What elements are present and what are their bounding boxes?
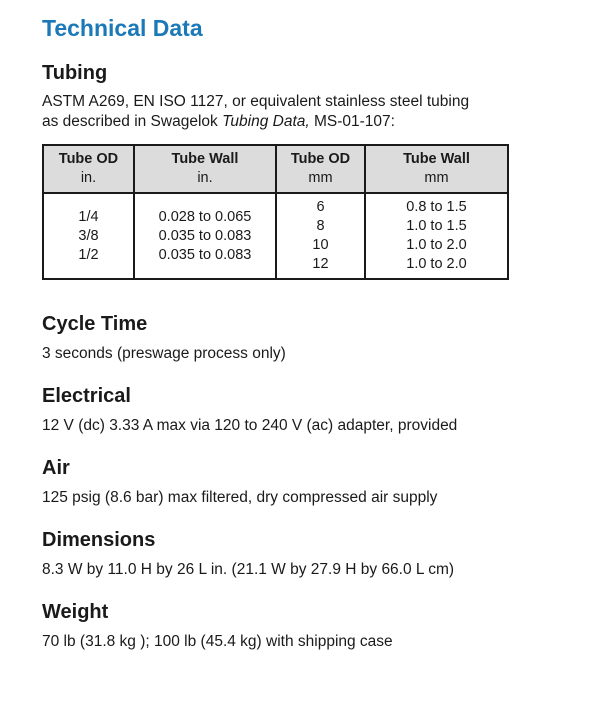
table-cell-value: 0.035 to 0.083 bbox=[158, 227, 252, 244]
page-title: Technical Data bbox=[42, 15, 203, 41]
table-cell-value: 1/2 bbox=[78, 246, 99, 263]
header-tube-wall-mm: Tube Wall mm bbox=[363, 145, 510, 194]
header-label: Tube Wall bbox=[403, 151, 470, 167]
electrical-heading: Electrical bbox=[42, 385, 131, 407]
header-unit: in. bbox=[197, 170, 213, 186]
tubing-desc-line2-suffix: MS-01-107: bbox=[309, 113, 395, 130]
dimensions-text: 8.3 W by 11.0 H by 26 L in. (21.1 W by 2… bbox=[42, 561, 455, 578]
header-label: Tube OD bbox=[290, 151, 351, 167]
header-tube-od-in: Tube OD in. bbox=[42, 145, 135, 194]
tubing-table-header-row: Tube OD in. Tube Wall in. Tube OD mm Tub… bbox=[42, 145, 510, 194]
table-cell-value: 1.0 to 2.0 bbox=[406, 256, 467, 272]
weight-text: 70 lb (31.8 kg ); 100 lb (45.4 kg) with … bbox=[42, 633, 393, 650]
tubing-heading: Tubing bbox=[42, 62, 108, 84]
electrical-text: 12 V (dc) 3.33 A max via 120 to 240 V (a… bbox=[42, 417, 458, 434]
tubing-table-row: 1/4 3/8 1/2 0.028 to 0.065 0.035 to 0.08… bbox=[42, 193, 510, 279]
table-cell-value: 1.0 to 1.5 bbox=[406, 218, 467, 234]
air-text: 125 psig (8.6 bar) max filtered, dry com… bbox=[42, 489, 438, 506]
tubing-table: Tube OD in. Tube Wall in. Tube OD mm Tub… bbox=[42, 144, 510, 280]
cycle-time-text: 3 seconds (preswage process only) bbox=[42, 345, 286, 362]
table-cell-value: 0.028 to 0.065 bbox=[158, 208, 252, 225]
header-tube-od-mm: Tube OD mm bbox=[275, 145, 366, 194]
dimensions-heading: Dimensions bbox=[42, 529, 156, 551]
table-cell-value: 8 bbox=[316, 218, 325, 234]
table-cell-value: 0.035 to 0.083 bbox=[158, 246, 252, 263]
tubing-desc-line2-prefix: as described in Swagelok bbox=[42, 113, 223, 130]
header-tube-wall-in: Tube Wall in. bbox=[132, 145, 278, 194]
technical-data-page: Technical Data Tubing ASTM A269, EN ISO … bbox=[42, 14, 582, 652]
table-cell-value: 0.8 to 1.5 bbox=[406, 199, 467, 215]
tubing-data-reference: Tubing Data, bbox=[222, 113, 310, 130]
header-unit: mm bbox=[308, 170, 333, 186]
table-cell-value: 10 bbox=[312, 237, 329, 253]
tubing-description: ASTM A269, EN ISO 1127, or equivalent st… bbox=[42, 92, 582, 132]
table-cell-value: 1.0 to 2.0 bbox=[406, 237, 467, 253]
cell-tube-od-in: 1/4 3/8 1/2 bbox=[42, 193, 135, 279]
tubing-desc-line1: ASTM A269, EN ISO 1127, or equivalent st… bbox=[42, 93, 470, 110]
table-cell-value: 3/8 bbox=[78, 227, 99, 244]
header-label: Tube OD bbox=[58, 151, 119, 167]
header-unit: mm bbox=[424, 170, 449, 186]
weight-heading: Weight bbox=[42, 601, 109, 623]
header-unit: in. bbox=[80, 170, 97, 186]
cell-tube-wall-in: 0.028 to 0.065 0.035 to 0.083 0.035 to 0… bbox=[132, 193, 278, 279]
table-cell-value: 12 bbox=[312, 256, 329, 272]
cell-tube-wall-mm: 0.8 to 1.5 1.0 to 1.5 1.0 to 2.0 1.0 to … bbox=[363, 193, 510, 279]
cycle-time-heading: Cycle Time bbox=[42, 313, 148, 335]
header-label: Tube Wall bbox=[171, 151, 239, 167]
table-cell-value: 1/4 bbox=[78, 208, 99, 225]
table-cell-value: 6 bbox=[316, 199, 325, 215]
air-heading: Air bbox=[42, 457, 70, 479]
cell-tube-od-mm: 6 8 10 12 bbox=[275, 193, 366, 279]
